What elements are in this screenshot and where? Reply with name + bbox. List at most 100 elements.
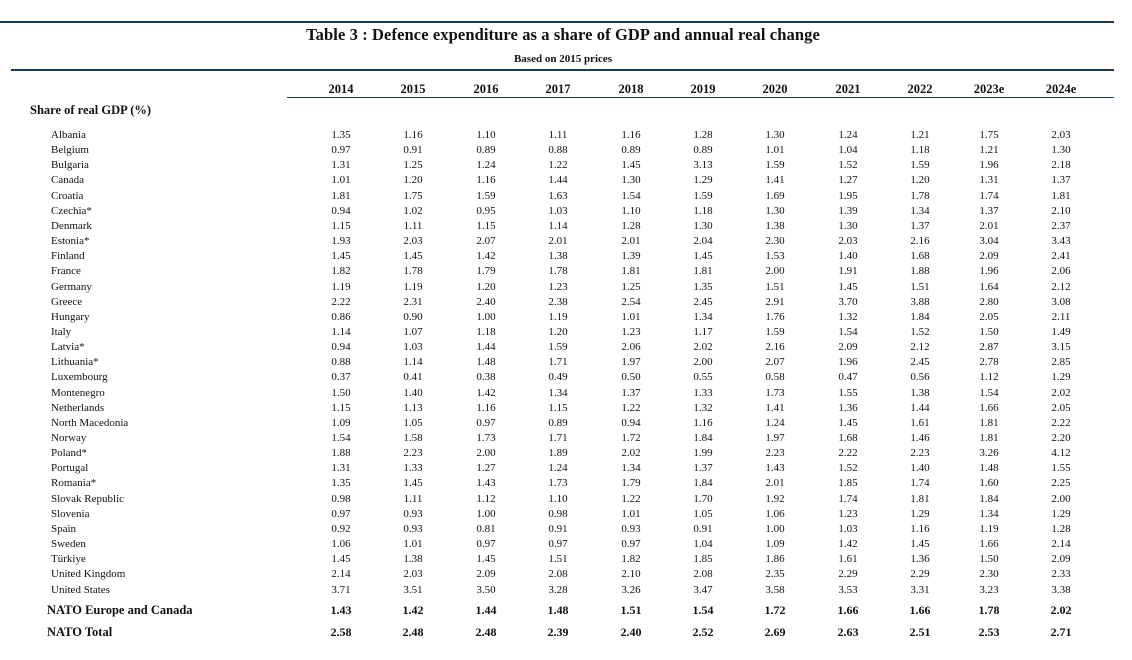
table-cell: 2.06 (1051, 265, 1071, 278)
row-label: Bulgaria (51, 159, 89, 172)
table-cell: 1.33 (693, 386, 713, 399)
table-row: Czechia* 0.94 1.02 0.95 1.03 1.10 1.18 1.30 1.39… (0, 204, 1120, 219)
table-cell: 1.59 (765, 325, 785, 338)
aggregate-row: NATO Total 2.58 2.48 2.48 2.39 2.40 2.52 2.69 2.… (0, 624, 1120, 640)
table-cell: 1.45 (476, 553, 496, 566)
aggregate-cell: 2.63 (837, 625, 859, 639)
table-cell: 1.37 (693, 462, 713, 475)
table-cell: 3.04 (979, 235, 999, 248)
table-cell: 1.15 (476, 219, 496, 232)
table-cell: 2.02 (621, 447, 641, 460)
table-cell: 2.08 (548, 568, 568, 581)
table-cell: 0.88 (331, 356, 351, 369)
table-row: Albania 1.35 1.16 1.10 1.11 1.16 1.28 1.30 1.24 1… (0, 128, 1120, 143)
table-cell: 1.01 (403, 538, 423, 551)
table-cell: 1.22 (621, 492, 641, 505)
table-cell: 1.45 (331, 250, 351, 263)
row-label: Montenegro (51, 386, 105, 399)
table-row: Hungary 0.86 0.90 1.00 1.19 1.01 1.34 1.76 1.32 1… (0, 310, 1120, 325)
aggregate-cell: 1.54 (692, 603, 714, 617)
table-cell: 1.36 (910, 553, 930, 566)
table-cell: 2.01 (765, 477, 785, 490)
table-cell: 1.64 (979, 280, 999, 293)
table-cell: 0.38 (476, 371, 496, 384)
table-row: Belgium 0.97 0.91 0.89 0.88 0.89 0.89 1.01 1.04 1… (0, 143, 1120, 158)
table-cell: 1.19 (548, 310, 568, 323)
table-cell: 2.37 (1051, 219, 1071, 232)
table-cell: 1.86 (765, 553, 785, 566)
table-cell: 1.74 (838, 492, 858, 505)
table-cell: 1.03 (403, 341, 423, 354)
table-cell: 1.91 (838, 265, 858, 278)
table-cell: 1.32 (838, 310, 858, 323)
table-cell: 1.19 (979, 522, 999, 535)
table-cell: 1.74 (979, 189, 999, 202)
table-cell: 2.14 (1051, 538, 1071, 551)
table-cell: 1.78 (403, 265, 423, 278)
table-cell: 1.05 (693, 507, 713, 520)
table-cell: 1.71 (548, 356, 568, 369)
column-header: 2019 (690, 82, 716, 96)
table-cell: 1.84 (693, 477, 713, 490)
table-cell: 2.03 (838, 235, 858, 248)
table-cell: 1.96 (979, 159, 999, 172)
table-cell: 1.30 (1051, 144, 1071, 157)
table-cell: 0.86 (331, 310, 351, 323)
table-cell: 1.21 (979, 144, 999, 157)
table-cell: 2.09 (979, 250, 999, 263)
table-cell: 3.31 (910, 583, 930, 596)
table-cell: 1.44 (476, 341, 496, 354)
table-row: Luxembourg 0.37 0.41 0.38 0.49 0.50 0.55 0.58 0.… (0, 370, 1120, 385)
aggregate-cell: 1.48 (547, 603, 569, 617)
table-cell: 2.38 (548, 295, 568, 308)
aggregate-cell: 2.48 (475, 625, 497, 639)
table-cell: 1.49 (1051, 325, 1071, 338)
aggregate-cell: 2.51 (909, 625, 931, 639)
table-cell: 1.78 (548, 265, 568, 278)
table-cell: 1.60 (979, 477, 999, 490)
row-label: France (51, 265, 81, 278)
row-label: Poland* (51, 447, 88, 460)
table-cell: 1.15 (548, 401, 568, 414)
table-cell: 1.09 (331, 416, 351, 429)
table-cell: 1.45 (403, 477, 423, 490)
aggregate-cell: 2.02 (1050, 603, 1072, 617)
table-cell: 1.24 (476, 159, 496, 172)
table-cell: 2.01 (621, 235, 641, 248)
table-row: Estonia* 1.93 2.03 2.07 2.01 2.01 2.04 2.30 2.03… (0, 234, 1120, 249)
aggregate-cell: 1.66 (837, 603, 859, 617)
row-label: Greece (51, 295, 83, 308)
table-cell: 3.47 (693, 583, 713, 596)
table-cell: 0.95 (476, 204, 496, 217)
table-cell: 2.23 (765, 447, 785, 460)
aggregate-cell: 2.58 (330, 625, 352, 639)
table-cell: 1.24 (838, 129, 858, 141)
column-header: 2016 (473, 82, 499, 96)
aggregate-cell: 2.69 (764, 625, 786, 639)
table-cell: 1.31 (331, 462, 351, 475)
table-cell: 1.54 (331, 432, 351, 444)
table-row: Lithuania* 0.88 1.14 1.48 1.71 1.97 2.00 2.07 1.… (0, 355, 1120, 370)
table-cell: 1.41 (765, 401, 785, 414)
aggregate-cell: 1.44 (475, 603, 497, 617)
table-cell: 1.37 (910, 219, 930, 232)
table-cell: 1.14 (403, 356, 423, 369)
table-row: North Macedonia 1.09 1.05 0.97 0.89 0.94 1.16 1… (0, 416, 1120, 431)
table-cell: 2.06 (621, 341, 641, 354)
table-cell: 1.20 (548, 325, 568, 338)
column-header: 2014 (328, 82, 354, 96)
table-cell: 1.06 (331, 538, 351, 551)
aggregate-cell: 1.51 (620, 603, 642, 617)
table-cell: 1.61 (910, 416, 930, 429)
table-cell: 1.59 (693, 189, 713, 202)
table-cell: 1.02 (403, 204, 423, 217)
table-cell: 1.12 (979, 371, 999, 384)
table-cell: 2.45 (693, 295, 713, 308)
table-cell: 2.01 (548, 235, 568, 248)
table-cell: 1.99 (693, 447, 713, 460)
row-label: Lithuania* (51, 356, 99, 369)
table-cell: 3.38 (1051, 583, 1071, 596)
table-cell: 2.91 (765, 295, 785, 308)
table-cell: 1.27 (476, 462, 496, 475)
table-cell: 1.44 (548, 174, 568, 187)
